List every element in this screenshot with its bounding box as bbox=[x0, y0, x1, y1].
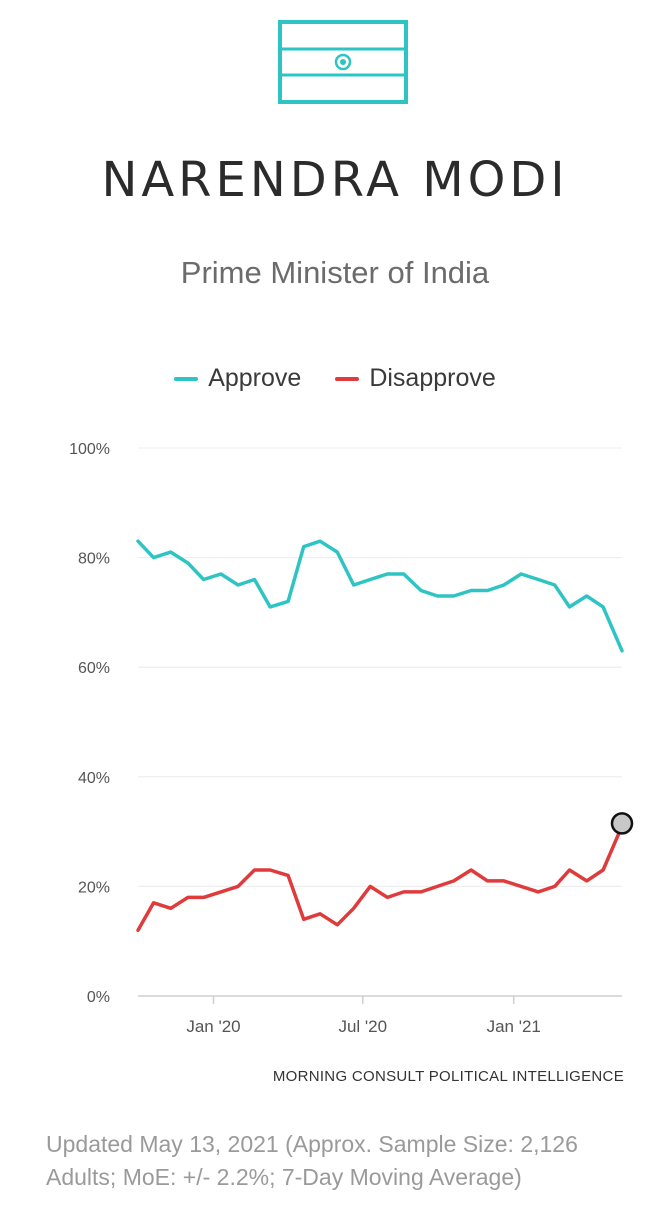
y-tick-label: 80% bbox=[78, 551, 110, 568]
y-tick-label: 60% bbox=[78, 660, 110, 677]
footnote-line-1: Updated May 13, 2021 (Approx. Sample Siz… bbox=[46, 1131, 578, 1157]
y-tick-label: 40% bbox=[78, 770, 110, 787]
approval-line-chart: 0% 20% 40% 60% 80% 100% Jan '20 Jul '20 Jan '21 bbox=[69, 441, 634, 1036]
approve-swatch bbox=[174, 376, 199, 381]
x-tick-label: Jan '20 bbox=[186, 1017, 240, 1036]
footnote-line-2: Adults; MoE: +/- 2.2%; 7-Day Moving Aver… bbox=[46, 1164, 522, 1190]
legend-item-disapprove[interactable]: Disapprove bbox=[335, 364, 496, 393]
politician-name: NARENDRA MODI bbox=[101, 152, 569, 208]
footnote: Updated May 13, 2021 (Approx. Sample Siz… bbox=[46, 1128, 646, 1194]
legend-item-approve[interactable]: Approve bbox=[174, 364, 301, 393]
y-tick-label: 100% bbox=[69, 441, 110, 458]
x-tick-label: Jan '21 bbox=[487, 1017, 541, 1036]
legend-label-approve: Approve bbox=[208, 364, 302, 392]
chart-legend: Approve Disapprove bbox=[0, 364, 670, 393]
disapprove-swatch bbox=[335, 376, 360, 381]
x-tick-label: Jul '20 bbox=[338, 1017, 387, 1036]
series-line-approve bbox=[136, 539, 624, 653]
y-tick-label: 20% bbox=[78, 879, 110, 896]
india-flag-icon bbox=[278, 20, 408, 104]
y-tick-label: 0% bbox=[87, 989, 110, 1006]
politician-title: Prime Minister of India bbox=[180, 255, 490, 290]
series-line-disapprove bbox=[136, 824, 624, 932]
source-label: MORNING CONSULT POLITICAL INTELLIGENCE bbox=[272, 1068, 624, 1085]
legend-label-disapprove: Disapprove bbox=[369, 364, 496, 392]
end-point-marker bbox=[610, 812, 634, 835]
